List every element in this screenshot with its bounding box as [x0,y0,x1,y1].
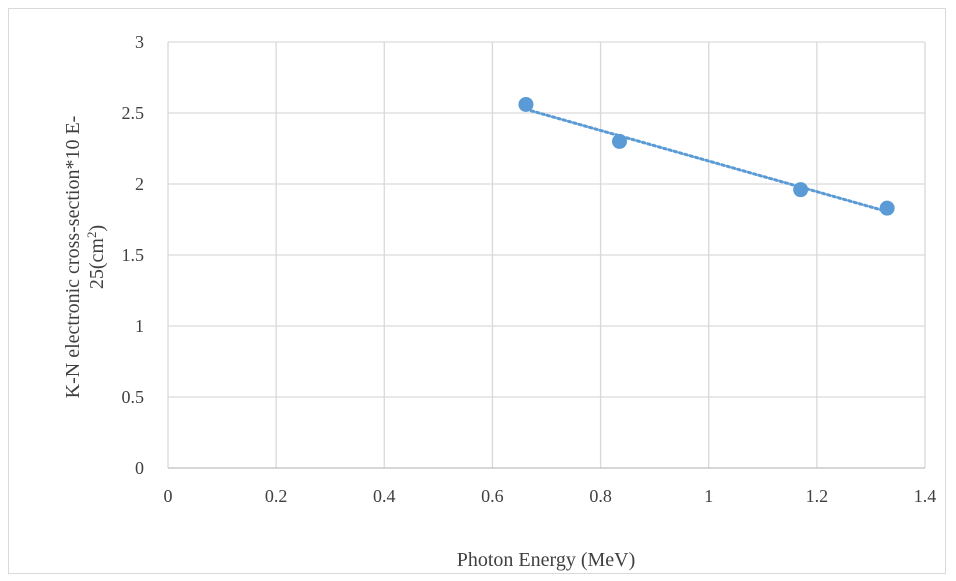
y-tick-label: 0 [135,458,144,478]
data-point [611,133,627,149]
y-axis-title-unit: 25(cm [86,238,108,290]
x-tick-label: 1.4 [914,486,937,506]
y-axis-title-close: ) [86,225,108,232]
trendline-line [524,107,889,214]
chart-area: 0 0.2 0.4 0.6 0.8 1 1.2 1.4 0 0.5 1 1.5 2 2.5 3 Photon… [8,8,946,574]
x-tick-label: 1 [704,486,713,506]
y-tick-label: 0.5 [122,387,145,407]
x-axis-title: Photon Energy (MeV) [457,549,636,571]
x-tick-label: 0.6 [481,486,504,506]
x-tick-label: 0.8 [589,486,612,506]
data-points [518,96,895,216]
y-axis-title-line1: K-N electronic cross-section*10 E- [62,116,84,399]
gridlines [168,41,926,468]
y-tick-label: 1 [135,316,144,336]
x-tick-label: 0 [164,486,173,506]
data-point [879,200,895,216]
tick-labels: 0 0.2 0.4 0.6 0.8 1 1.2 1.4 0 0.5 1 1.5 2 2.5 3 [122,32,937,506]
y-tick-label: 1.5 [122,245,145,265]
y-axis-title-line2: 25(cm2) [84,225,109,289]
chart-svg: 0 0.2 0.4 0.6 0.8 1 1.2 1.4 0 0.5 1 1.5 2 2.5 3 Photon… [62,32,937,571]
axes [167,42,925,469]
x-tick-label: 0.2 [265,486,288,506]
y-tick-label: 2.5 [122,103,145,123]
y-tick-label: 2 [135,174,144,194]
y-axis-title-superscript: 2 [84,232,99,239]
x-tick-label: 0.4 [373,486,396,506]
y-axis-title: K-N electronic cross-section*10 E- 25(cm… [62,116,108,399]
data-point [518,96,534,112]
x-tick-label: 1.2 [806,486,829,506]
trendline [524,107,889,214]
data-point [793,182,809,198]
y-tick-label: 3 [135,32,144,52]
